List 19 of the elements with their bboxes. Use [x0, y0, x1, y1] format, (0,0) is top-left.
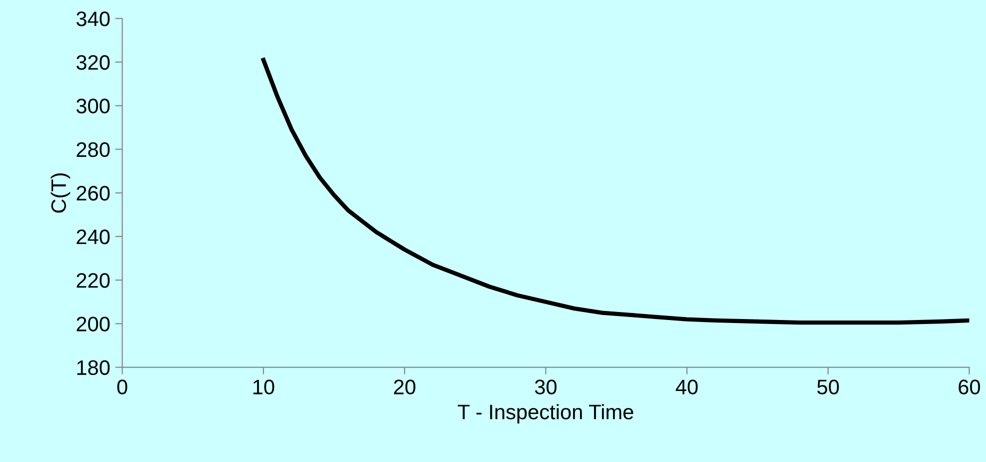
x-tick-label: 40	[676, 380, 698, 394]
y-tick-label: 260	[76, 186, 110, 201]
x-tick-label: 10	[253, 380, 274, 394]
y-tick-label: 340	[76, 11, 110, 26]
y-tick-label: 220	[76, 273, 110, 288]
y-tick-label: 300	[76, 98, 110, 114]
y-tick-label: 180	[77, 360, 110, 376]
y-tick-label: 280	[76, 142, 110, 158]
y-tick-label: 240	[76, 229, 110, 244]
x-tick-label: 0	[117, 380, 128, 394]
x-tick-label: 20	[394, 380, 416, 394]
x-axis-title: T - Inspection Time	[458, 404, 634, 424]
y-tick-label: 320	[76, 55, 110, 70]
y-tick-label: 200	[76, 316, 110, 332]
x-tick-label: 30	[534, 380, 557, 394]
y-axis-title: C(T)	[50, 173, 70, 213]
x-tick-label: 60	[958, 380, 980, 394]
line-series	[261, 58, 970, 325]
x-tick-label: 50	[817, 380, 839, 394]
